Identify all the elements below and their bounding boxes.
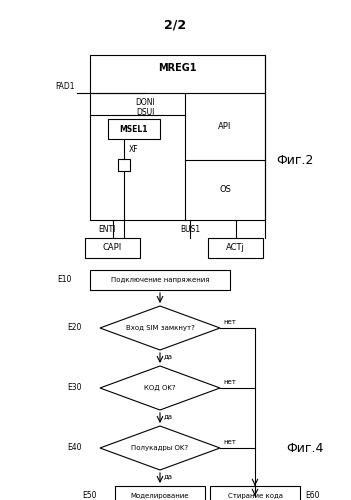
Bar	[90, 270, 230, 290]
Text: MSEL1: MSEL1	[120, 124, 148, 134]
Text: Моделирование: Моделирование	[131, 493, 189, 499]
Text: XF: XF	[129, 145, 139, 154]
Text: Фиг.4: Фиг.4	[286, 442, 324, 454]
Text: да: да	[164, 473, 173, 479]
Bar	[90, 55, 265, 220]
Bar	[108, 119, 160, 139]
Text: API: API	[218, 122, 232, 131]
Text: Подключение напряжения: Подключение напряжения	[111, 277, 209, 283]
Text: CAPI: CAPI	[103, 244, 122, 252]
Text: да: да	[164, 413, 173, 419]
Bar	[210, 486, 300, 500]
Text: OS: OS	[219, 186, 231, 194]
Text: E60: E60	[305, 492, 319, 500]
Text: DONI: DONI	[135, 98, 155, 107]
Text: E10: E10	[58, 276, 72, 284]
Text: Фиг.2: Фиг.2	[276, 154, 314, 166]
Polygon shape	[100, 366, 220, 410]
Text: нет: нет	[223, 319, 236, 325]
Text: E20: E20	[68, 324, 82, 332]
Text: нет: нет	[223, 439, 236, 445]
Text: Стирание кода: Стирание кода	[227, 493, 283, 499]
Polygon shape	[100, 306, 220, 350]
Text: FAD1: FAD1	[55, 82, 74, 91]
Text: 2/2: 2/2	[164, 18, 187, 31]
Text: E40: E40	[67, 444, 82, 452]
Text: E50: E50	[82, 492, 97, 500]
Bar	[208, 238, 263, 258]
Text: нет: нет	[223, 379, 236, 385]
Text: BUS1: BUS1	[180, 225, 200, 234]
Text: E30: E30	[67, 384, 82, 392]
Text: да: да	[164, 353, 173, 359]
Bar	[85, 238, 140, 258]
Text: ENTI: ENTI	[98, 225, 115, 234]
Text: ACTj: ACTj	[226, 244, 245, 252]
Bar	[118, 159, 130, 171]
Text: DSUI: DSUI	[136, 108, 154, 117]
Text: Полукадры OK?: Полукадры OK?	[131, 445, 188, 451]
Text: КОД OK?: КОД OK?	[144, 385, 176, 391]
Bar	[115, 486, 205, 500]
Text: Вход SIM замкнут?: Вход SIM замкнут?	[126, 325, 194, 331]
Polygon shape	[100, 426, 220, 470]
Text: MREG1: MREG1	[158, 63, 197, 73]
